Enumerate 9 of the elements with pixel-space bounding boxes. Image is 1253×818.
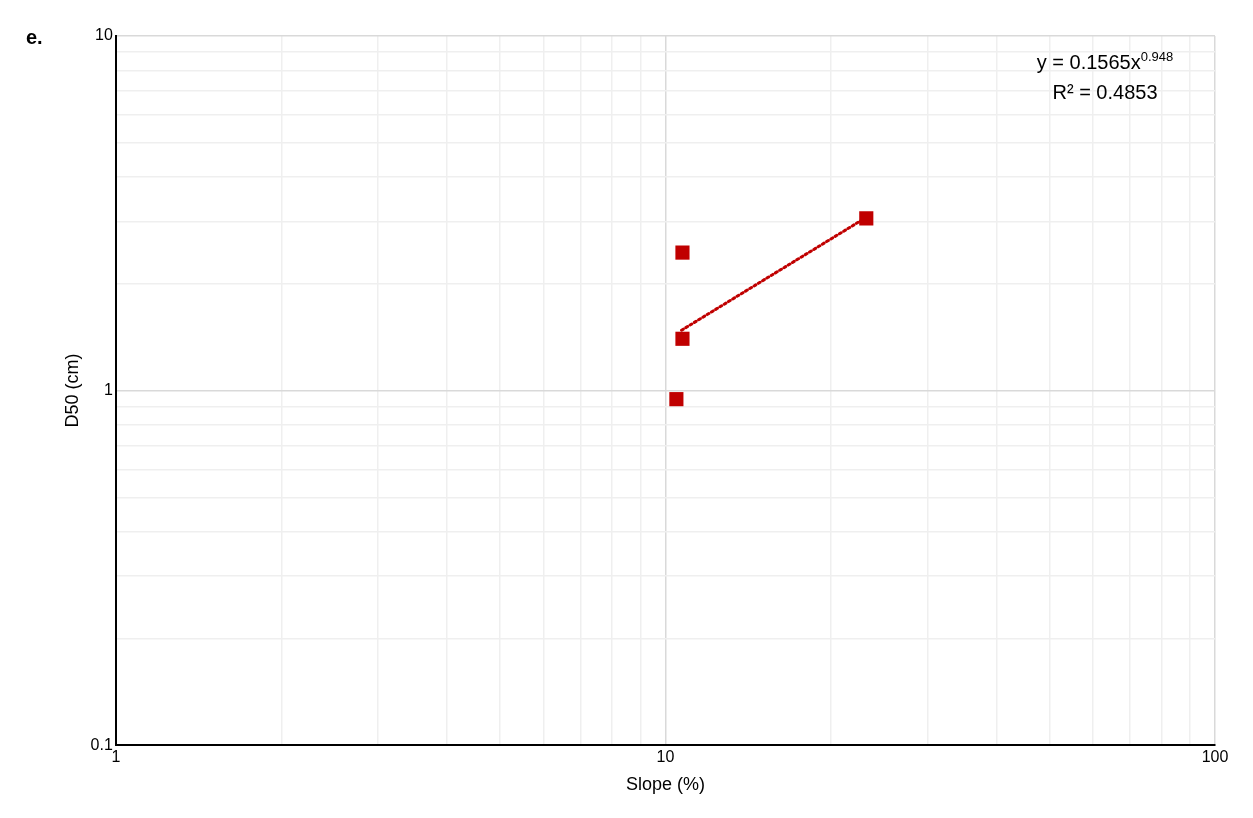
y-tick-label: 0.1 bbox=[90, 735, 113, 753]
annotation: R² = 0.4853 bbox=[1052, 81, 1158, 103]
y-axis-title: D50 (cm) bbox=[61, 353, 82, 428]
y-tick-label: 10 bbox=[95, 26, 113, 44]
x-axis-title: Slope (%) bbox=[625, 774, 705, 795]
x-tick-label: 100 bbox=[1201, 748, 1229, 766]
y-tick-label: 1 bbox=[103, 381, 113, 399]
x-tick-label: 10 bbox=[656, 748, 675, 766]
text: e. bbox=[26, 26, 43, 48]
